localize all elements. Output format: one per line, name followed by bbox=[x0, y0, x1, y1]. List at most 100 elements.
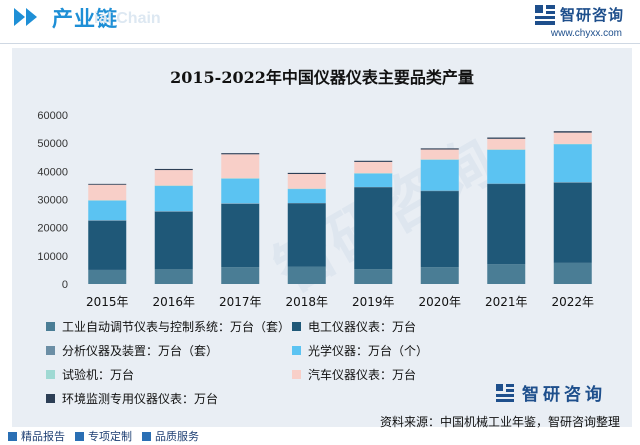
footer-item-label: 专项定制 bbox=[88, 430, 132, 443]
x-tick-label: 2015年 bbox=[86, 295, 129, 308]
bar-segment bbox=[287, 203, 326, 204]
brand: 智研咨询 bbox=[534, 4, 624, 25]
bar-segment bbox=[287, 172, 326, 175]
x-tick-label: 2018年 bbox=[285, 295, 328, 308]
bar-segment bbox=[354, 161, 393, 174]
legend-label: 光学仪器：万台（个） bbox=[308, 344, 429, 358]
y-tick-label: 60000 bbox=[37, 110, 68, 122]
bar-segment bbox=[88, 184, 127, 201]
bar-segment bbox=[553, 131, 592, 133]
legend-label: 环境监测专用仪器仪表：万台 bbox=[62, 392, 219, 406]
legend-entry: 分析仪器及装置：万台（套） bbox=[46, 342, 218, 359]
x-tick-label: 2016年 bbox=[152, 295, 195, 308]
header: 产业链 ial Chain 智研咨询 www.chyxx.com bbox=[0, 0, 640, 44]
y-tick-label: 40000 bbox=[37, 166, 68, 178]
brand-url: www.chyxx.com bbox=[550, 28, 622, 39]
footer-item[interactable]: 精品报告 bbox=[8, 428, 65, 444]
x-tick-label: 2022年 bbox=[551, 295, 594, 308]
legend-swatch bbox=[46, 322, 55, 331]
legend-entry: 光学仪器：万台（个） bbox=[292, 342, 428, 359]
y-tick-label: 20000 bbox=[37, 223, 68, 235]
chart-title: 2015-2022年中国仪器仪表主要品类产量 bbox=[170, 68, 474, 87]
brand-name: 智研咨询 bbox=[559, 6, 624, 24]
chevron-icon bbox=[26, 8, 37, 26]
bar-segment bbox=[487, 137, 526, 139]
report-icon bbox=[8, 431, 17, 441]
bar-segment bbox=[487, 264, 526, 284]
bar-segment bbox=[287, 266, 326, 284]
footer-item[interactable]: 品质服务 bbox=[142, 428, 199, 444]
bar-segment bbox=[88, 183, 127, 185]
bar-segment bbox=[287, 174, 326, 189]
bar-segment bbox=[354, 160, 393, 162]
header-watermark: ial Chain bbox=[94, 10, 161, 27]
bar-segment bbox=[88, 220, 127, 270]
bar-segment bbox=[154, 170, 193, 186]
x-tick-label: 2020年 bbox=[418, 295, 461, 308]
y-tick-label: 10000 bbox=[37, 251, 68, 263]
bar-segment bbox=[487, 183, 526, 185]
bar-segment bbox=[487, 184, 526, 265]
brand-badge-name: 智研咨询 bbox=[522, 385, 606, 405]
bar-segment bbox=[154, 211, 193, 270]
bar-segment bbox=[221, 153, 260, 155]
brand-badge: 智研咨询 bbox=[496, 380, 606, 405]
bar-segment bbox=[88, 220, 127, 221]
bar-segment bbox=[221, 203, 260, 204]
bar-segment bbox=[287, 188, 326, 204]
header-divider bbox=[0, 43, 640, 44]
brand-logo-icon bbox=[496, 383, 514, 402]
service-icon bbox=[142, 431, 151, 441]
footer-links: 精品报告 专项定制 品质服务 bbox=[8, 428, 199, 444]
bar-segment bbox=[221, 154, 260, 179]
legend-swatch bbox=[46, 370, 55, 379]
bar-segment bbox=[354, 186, 393, 188]
page-title: 产业链 bbox=[52, 7, 118, 31]
brand-logo-icon bbox=[534, 4, 555, 25]
legend-entry: 工业自动调节仪表与控制系统：万台（套） bbox=[46, 318, 290, 335]
bar-segment bbox=[553, 132, 592, 144]
legend-swatch bbox=[292, 346, 301, 355]
legend-label: 汽车仪器仪表：万台 bbox=[308, 368, 417, 382]
bar-segment bbox=[287, 188, 326, 190]
bar-segment bbox=[154, 211, 193, 212]
legend-entry: 环境监测专用仪器仪表：万台 bbox=[46, 390, 218, 407]
footer-item[interactable]: 专项定制 bbox=[75, 428, 132, 444]
legend-entry: 试验机：万台 bbox=[46, 366, 134, 383]
bar-segment bbox=[487, 149, 526, 151]
bar-segment bbox=[487, 149, 526, 184]
bar-segment bbox=[420, 148, 459, 150]
bar-segment bbox=[553, 144, 592, 183]
bar-segment bbox=[420, 149, 459, 160]
bar-segment bbox=[553, 262, 592, 284]
legend-swatch bbox=[46, 346, 55, 355]
chart-panel: 智研咨询 2015-2022年中国仪器仪表主要品类产量 0 10000 20000 3… bbox=[12, 48, 632, 427]
bar-segment bbox=[221, 178, 260, 179]
bar-segment bbox=[221, 178, 260, 204]
y-tick-label: 50000 bbox=[37, 138, 68, 150]
bar-segment bbox=[88, 269, 127, 284]
x-tick-label: 2019年 bbox=[352, 295, 395, 308]
legend-label: 工业自动调节仪表与控制系统：万台（套） bbox=[62, 320, 291, 334]
y-tick-label: 30000 bbox=[37, 195, 68, 207]
footer-item-label: 品质服务 bbox=[155, 430, 199, 443]
bar-segment bbox=[88, 200, 127, 201]
source-note: 资料来源：中国机械工业年鉴，智研咨询整理 bbox=[379, 415, 620, 429]
legend-swatch bbox=[46, 394, 55, 403]
bar-segment bbox=[154, 269, 193, 284]
custom-icon bbox=[75, 431, 84, 441]
legend-label: 试验机：万台 bbox=[62, 368, 135, 382]
bar-segment bbox=[154, 185, 193, 187]
bar-segment bbox=[354, 173, 393, 187]
y-tick-label: 0 bbox=[62, 279, 68, 291]
bar-segment bbox=[221, 203, 260, 268]
legend-entry: 电工仪器仪表：万台 bbox=[292, 318, 416, 335]
bar-segment bbox=[287, 203, 326, 267]
footer-item-label: 精品报告 bbox=[21, 430, 65, 443]
bar-segment bbox=[487, 138, 526, 150]
bar-segment bbox=[420, 191, 459, 268]
bar-segment bbox=[420, 190, 459, 192]
chevron-icon bbox=[14, 8, 25, 26]
bar-segment bbox=[420, 159, 459, 191]
legend-swatch bbox=[292, 322, 301, 331]
